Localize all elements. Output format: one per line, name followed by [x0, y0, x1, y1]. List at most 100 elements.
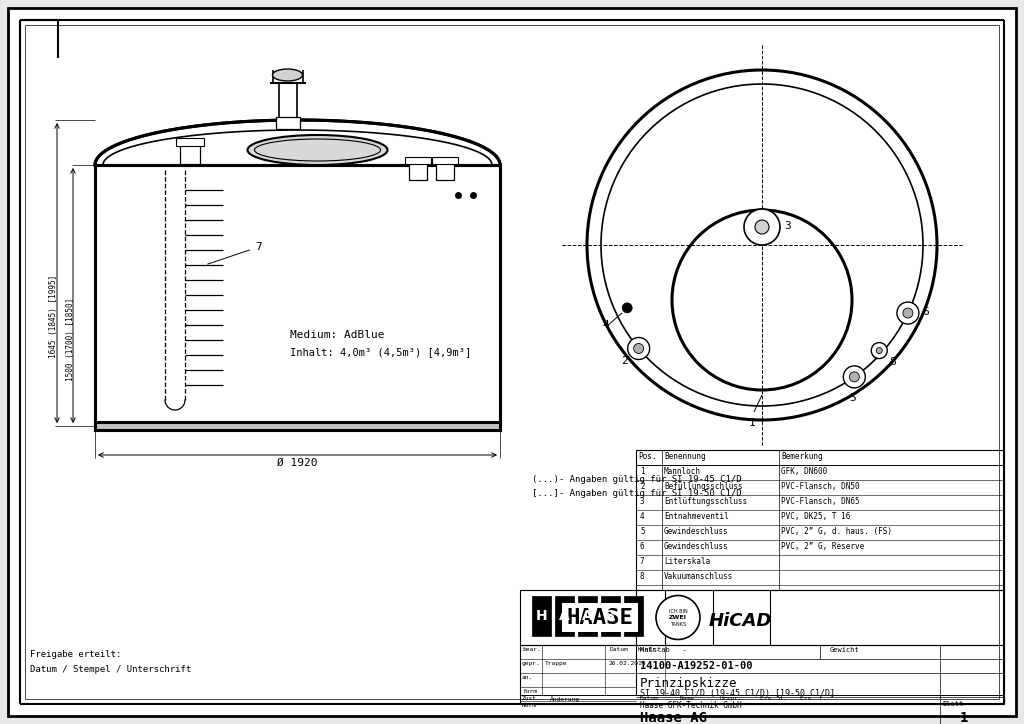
Bar	[95, 422, 500, 430]
Circle shape	[623, 303, 632, 313]
Text: Freigabe erteilt:: Freigabe erteilt:	[30, 650, 122, 659]
Text: [...]- Angaben gültig für SI 19-50 C1/D: [...]- Angaben gültig für SI 19-50 C1/D	[532, 489, 741, 498]
Text: SI 19-40 C1/D (19-45 C1/D) [19-50 C1/D]: SI 19-40 C1/D (19-45 C1/D) [19-50 C1/D]	[640, 689, 835, 698]
Ellipse shape	[272, 69, 302, 81]
Bar	[180, 142, 200, 164]
Circle shape	[628, 337, 649, 360]
Text: 14100-A19252-01-00: 14100-A19252-01-00	[640, 661, 753, 671]
Text: Datum: Datum	[610, 647, 629, 652]
Text: 26.02.2014: 26.02.2014	[608, 661, 645, 666]
Bar	[275, 117, 299, 129]
Text: H: H	[536, 609, 547, 623]
Text: 5: 5	[849, 393, 856, 403]
Text: PVC-Flansch, DN65: PVC-Flansch, DN65	[781, 497, 859, 506]
Text: GFK, DN600: GFK, DN600	[781, 467, 827, 476]
Circle shape	[903, 308, 913, 318]
Text: Gewicht: Gewicht	[830, 647, 860, 653]
Text: 5: 5	[640, 527, 645, 536]
Text: Norm: Norm	[522, 703, 537, 708]
Text: bear.: bear.	[522, 647, 541, 652]
Text: 2: 2	[621, 356, 628, 366]
Text: E: E	[629, 609, 638, 623]
Circle shape	[877, 348, 883, 353]
Text: Trappe: Trappe	[545, 661, 567, 666]
Text: Ers. f.: Ers. f.	[800, 696, 826, 701]
Text: ICH BIN: ICH BIN	[669, 609, 687, 614]
Text: 8: 8	[889, 357, 896, 366]
Text: 2: 2	[640, 482, 645, 491]
Text: HiCAD: HiCAD	[709, 612, 772, 629]
Text: an.: an.	[522, 675, 534, 680]
Bar	[601, 596, 620, 636]
Text: 4: 4	[602, 320, 609, 330]
Bar	[406, 157, 431, 164]
Text: Mannloch: Mannloch	[664, 467, 701, 476]
Circle shape	[897, 302, 919, 324]
Circle shape	[656, 596, 700, 639]
Bar	[520, 590, 1004, 704]
Text: Medium: AdBlue: Medium: AdBlue	[290, 330, 384, 340]
Circle shape	[755, 220, 769, 234]
Text: S: S	[605, 609, 615, 623]
Text: Name: Name	[680, 696, 695, 701]
Text: (...)- Angaben gültig für SI 19-45 C1/D: (...)- Angaben gültig für SI 19-45 C1/D	[532, 475, 741, 484]
Bar	[176, 138, 204, 146]
Text: Entlüftungsschluss: Entlüftungsschluss	[664, 497, 748, 506]
Text: 1645 (1845) [1995]: 1645 (1845) [1995]	[49, 275, 58, 358]
Text: Haase GFK-Technik GmbH: Haase GFK-Technik GmbH	[640, 701, 741, 710]
Text: form: form	[522, 689, 537, 694]
Text: 1: 1	[749, 418, 756, 428]
Text: 7: 7	[208, 242, 262, 264]
Text: 1500 (1700) [1850]: 1500 (1700) [1850]	[66, 298, 75, 381]
Text: 1: 1	[640, 467, 645, 476]
Text: Vakuumanschluss: Vakuumanschluss	[664, 572, 733, 581]
Text: 7: 7	[640, 557, 645, 566]
Text: 1: 1	[961, 711, 969, 724]
Bar	[636, 450, 1004, 590]
Text: A: A	[582, 609, 593, 623]
Bar	[436, 160, 454, 180]
Text: HAASE: HAASE	[566, 607, 634, 628]
Text: PVC, 2” G, d. haus. (FS): PVC, 2” G, d. haus. (FS)	[781, 527, 892, 536]
Text: 6: 6	[922, 307, 929, 317]
Text: gepr.: gepr.	[522, 661, 541, 666]
Text: A: A	[559, 609, 570, 623]
Text: Kontr.: Kontr.	[638, 647, 660, 652]
Text: Datum: Datum	[640, 696, 658, 701]
Text: Gewindeschluss: Gewindeschluss	[664, 542, 729, 551]
Text: Zust.: Zust.	[522, 696, 541, 701]
Bar	[624, 596, 643, 636]
Bar	[409, 160, 427, 180]
Text: Inhalt: 4,0m³ (4,5m³) [4,9m³]: Inhalt: 4,0m³ (4,5m³) [4,9m³]	[290, 347, 471, 357]
Circle shape	[844, 366, 865, 388]
Text: TANKS: TANKS	[670, 622, 686, 627]
Text: 4: 4	[640, 512, 645, 521]
Circle shape	[849, 372, 859, 382]
Bar	[95, 165, 500, 430]
Ellipse shape	[248, 135, 387, 165]
Text: Prinzipskizze: Prinzipskizze	[640, 677, 737, 690]
Text: PVC, DK25, T 16: PVC, DK25, T 16	[781, 512, 850, 521]
Text: Blatt: Blatt	[942, 701, 964, 707]
Circle shape	[744, 209, 780, 245]
Text: PVC-Flansch, DN50: PVC-Flansch, DN50	[781, 482, 859, 491]
Text: 8: 8	[640, 572, 645, 581]
Bar	[555, 596, 574, 636]
Text: Ers. d.: Ers. d.	[760, 696, 786, 701]
Circle shape	[634, 343, 644, 353]
Text: Urspr.: Urspr.	[720, 696, 742, 701]
Text: 3: 3	[640, 497, 645, 506]
Text: Befüllungsschluss: Befüllungsschluss	[664, 482, 742, 491]
Text: Haase AG: Haase AG	[640, 711, 707, 724]
Text: Literskala: Literskala	[664, 557, 711, 566]
Text: Entnahmeventil: Entnahmeventil	[664, 512, 729, 521]
Text: Pos.: Pos.	[638, 452, 656, 461]
Text: 6: 6	[640, 542, 645, 551]
Text: Ø 1920: Ø 1920	[278, 458, 317, 468]
Text: Datum / Stempel / Unterschrift: Datum / Stempel / Unterschrift	[30, 665, 191, 674]
Text: Änderung: Änderung	[550, 696, 580, 702]
Circle shape	[871, 342, 887, 358]
Bar	[578, 596, 597, 636]
Bar	[532, 596, 551, 636]
Text: Bemerkung: Bemerkung	[781, 452, 822, 461]
